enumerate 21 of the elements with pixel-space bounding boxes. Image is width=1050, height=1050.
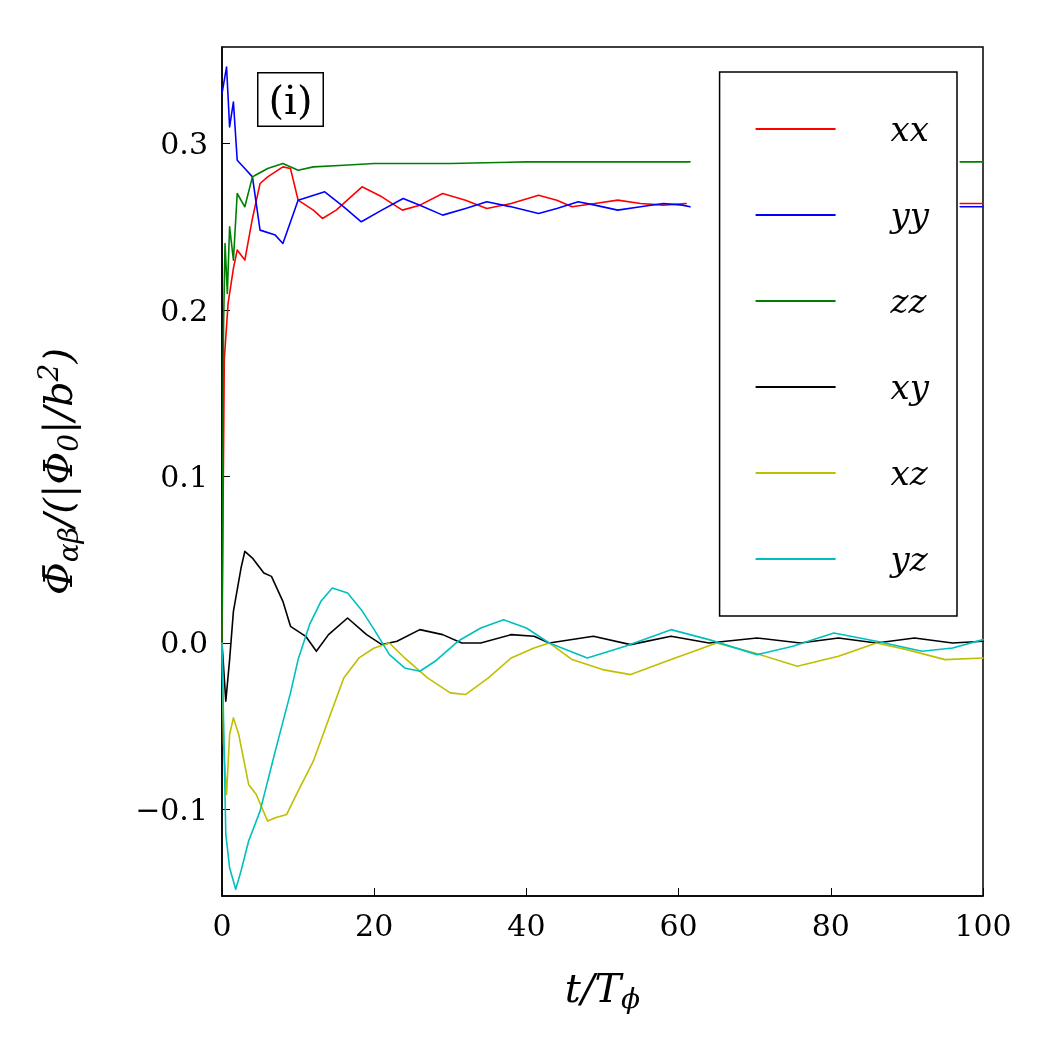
legend-label: zz bbox=[889, 281, 928, 321]
annotation: (i) bbox=[268, 76, 313, 123]
line-series bbox=[221, 642, 984, 822]
x-tick-label: 80 bbox=[811, 907, 850, 943]
y-tick-label: 0.3 bbox=[160, 126, 208, 162]
line-series bbox=[221, 587, 984, 891]
y-tick-label: 0.0 bbox=[160, 625, 208, 661]
x-tick-label: 60 bbox=[659, 907, 698, 943]
x-tick-label: 0 bbox=[212, 907, 232, 943]
y-tick-label: 0.2 bbox=[160, 292, 208, 328]
y-tick-label: −0.1 bbox=[135, 791, 208, 827]
x-tick-label: 20 bbox=[355, 907, 394, 943]
y-axis-title: Φ̄αβ/(|Φ0|/b2) bbox=[31, 347, 85, 596]
x-tick-label: 100 bbox=[954, 907, 1012, 943]
legend-label: xz bbox=[890, 453, 929, 493]
legend-label: yy bbox=[888, 195, 930, 235]
legend-label: yz bbox=[888, 539, 929, 579]
legend-label: xy bbox=[890, 367, 930, 407]
legend-label: xx bbox=[890, 109, 929, 149]
x-tick-label: 40 bbox=[507, 907, 546, 943]
y-tick-label: 0.1 bbox=[160, 458, 208, 494]
